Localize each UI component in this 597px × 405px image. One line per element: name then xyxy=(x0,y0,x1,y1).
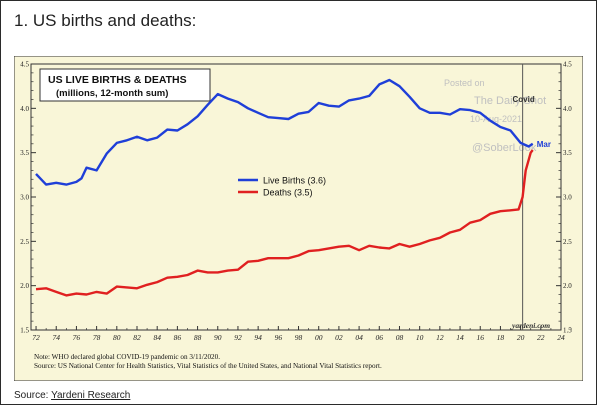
x-tick-label: 02 xyxy=(335,333,343,342)
watermark-line-1: Posted on xyxy=(444,78,485,88)
brand-label: yardeni.com xyxy=(511,321,550,330)
x-tick-label: 92 xyxy=(234,333,242,342)
x-tick-label: 08 xyxy=(396,333,404,342)
x-tick-label: 24 xyxy=(557,333,565,342)
chart-subtitle: (millions, 12-month sum) xyxy=(56,88,168,99)
x-tick-label: 14 xyxy=(456,333,464,342)
section-heading: 1. US births and deaths: xyxy=(14,11,197,30)
x-tick-label: 96 xyxy=(275,333,283,342)
births-deaths-chart: 1.5 2.0 2.5 3.0 3.5 4.0 4.5 1.5 2.0 2.5 3.0 3.5 4.0… xyxy=(14,56,583,381)
x-tick-label: 12 xyxy=(436,333,444,342)
watermark-line-3: 10-Aug-2021 xyxy=(470,114,522,124)
y-tick-label-left: 1.5 xyxy=(20,327,29,335)
y-tick-label-right: 4.0 xyxy=(563,105,572,113)
x-tick-label: 88 xyxy=(194,333,202,342)
y-tick-label-right: 1.5 xyxy=(563,327,572,335)
x-tick-label: 76 xyxy=(73,333,81,342)
chart-title: US LIVE BIRTHS & DEATHS xyxy=(48,74,187,86)
x-tick-label: 78 xyxy=(93,333,101,342)
y-tick-label-left: 2.0 xyxy=(20,282,29,290)
x-tick-label: 80 xyxy=(113,333,121,342)
x-tick-label: 00 xyxy=(315,333,323,342)
legend-label-deaths: Deaths (3.5) xyxy=(263,188,313,198)
y-tick-label-left: 3.0 xyxy=(20,194,29,202)
series-line-deaths xyxy=(35,149,534,297)
y-tick-label-right: 4.5 xyxy=(563,61,572,69)
watermark-line-4: @SoberLook xyxy=(472,142,537,154)
x-tick-label: 20 xyxy=(517,333,525,342)
end-label-mar: Mar xyxy=(537,140,551,149)
x-tick-label: 90 xyxy=(214,333,222,342)
x-tick-label: 10 xyxy=(416,333,424,342)
x-tick-label: 74 xyxy=(52,333,60,342)
x-tick-label: 82 xyxy=(133,333,141,342)
watermark-line-2: The Daily Shot xyxy=(474,95,546,107)
y-tick-label-left: 4.0 xyxy=(20,105,29,113)
source-prefix: Source: xyxy=(14,390,52,401)
chart-note: Note: WHO declared global COVID-19 pande… xyxy=(34,353,220,361)
y-tick-label-left: 2.5 xyxy=(20,238,29,246)
y-tick-label-right: 2.5 xyxy=(563,238,572,246)
x-tick-label: 84 xyxy=(153,333,161,342)
x-tick-label: 16 xyxy=(476,333,484,342)
source-link[interactable]: Yardeni Research xyxy=(51,390,131,401)
y-tick-label-right: 3.0 xyxy=(563,194,572,202)
chart-source-note: Source: US National Center for Health St… xyxy=(34,362,382,370)
x-tick-label: 98 xyxy=(295,333,303,342)
x-tick-label: 94 xyxy=(254,333,262,342)
covid-marker-label: Covid xyxy=(513,95,535,104)
y-tick-label-left: 3.5 xyxy=(20,149,29,157)
y-tick-label-left: 4.5 xyxy=(20,61,29,69)
series-line-live-births xyxy=(35,78,534,186)
source-line: Source: Yardeni Research xyxy=(14,390,130,401)
title-box xyxy=(39,68,211,102)
x-tick-label: 06 xyxy=(376,333,384,342)
y-tick-label-right: 3.5 xyxy=(563,149,572,157)
x-tick-label: 04 xyxy=(355,333,363,342)
x-tick-label: 72 xyxy=(32,333,40,342)
y-tick-label-right: 2.0 xyxy=(563,282,572,290)
legend-label-live-births: Live Births (3.6) xyxy=(263,176,326,186)
x-tick-label: 18 xyxy=(497,333,505,342)
x-tick-label: 22 xyxy=(537,333,545,342)
x-tick-label: 86 xyxy=(174,333,182,342)
